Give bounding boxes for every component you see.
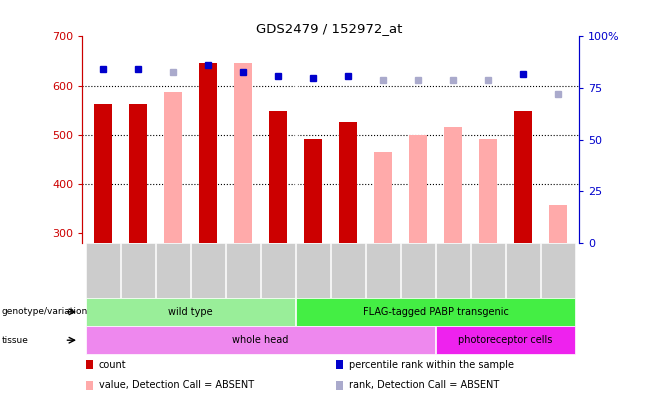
Bar xyxy=(95,104,112,243)
Bar xyxy=(444,128,462,243)
Bar xyxy=(479,139,497,243)
Bar xyxy=(199,64,217,243)
Text: wild type: wild type xyxy=(168,307,213,317)
Bar xyxy=(269,111,287,243)
Text: value, Detection Call = ABSENT: value, Detection Call = ABSENT xyxy=(99,380,254,390)
Bar xyxy=(130,104,147,243)
Text: rank, Detection Call = ABSENT: rank, Detection Call = ABSENT xyxy=(349,380,499,390)
Text: tissue: tissue xyxy=(1,336,28,345)
Text: photoreceptor cells: photoreceptor cells xyxy=(459,335,553,345)
Text: whole head: whole head xyxy=(232,335,289,345)
Bar xyxy=(549,205,567,243)
Bar xyxy=(234,64,252,243)
Bar xyxy=(305,139,322,243)
Text: FLAG-tagged PABP transgenic: FLAG-tagged PABP transgenic xyxy=(363,307,509,317)
Bar xyxy=(340,122,357,243)
Text: genotype/variation: genotype/variation xyxy=(1,307,88,316)
Bar xyxy=(515,111,532,243)
Text: GDS2479 / 152972_at: GDS2479 / 152972_at xyxy=(256,22,402,35)
Text: percentile rank within the sample: percentile rank within the sample xyxy=(349,360,514,370)
Text: count: count xyxy=(99,360,126,370)
Bar xyxy=(374,152,392,243)
Bar xyxy=(164,92,182,243)
Bar xyxy=(409,135,427,243)
